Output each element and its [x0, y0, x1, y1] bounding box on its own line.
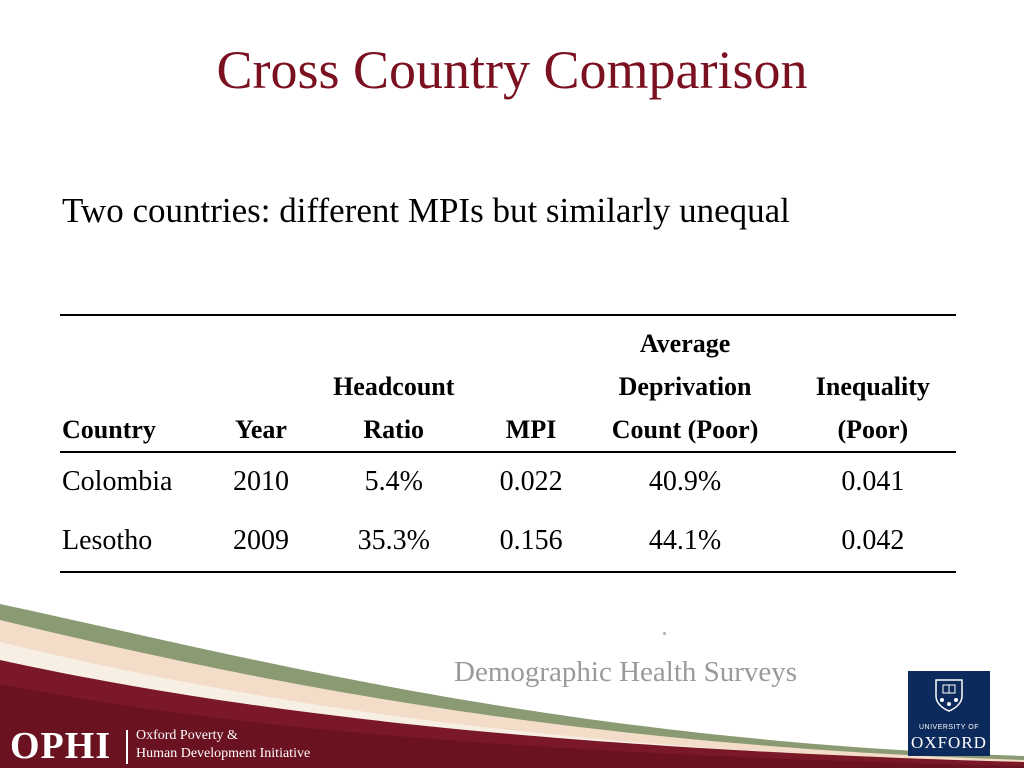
header-average-deprivation: Average Deprivation Count (Poor)	[611, 329, 759, 444]
cell-country: Lesotho	[62, 525, 153, 556]
header-inequality: Inequality (Poor)	[815, 372, 930, 444]
table-header-row: Country Year Headcount Ratio MPI Average D…	[60, 315, 956, 452]
header-country: Country	[62, 415, 156, 444]
org-name-line-1: Oxford Poverty &	[136, 728, 238, 743]
cell-year: 2010	[233, 466, 289, 497]
ophi-organisation-name: Oxford Poverty & Human Development Initi…	[136, 727, 310, 763]
ophi-logo: OPHI	[10, 725, 112, 767]
decorative-dot	[663, 632, 666, 635]
header-headcount-ratio: Headcount Ratio	[333, 372, 455, 444]
cell-average-deprivation: 44.1%	[648, 525, 722, 556]
slide-subtitle: Two countries: different MPIs but simila…	[62, 191, 790, 230]
cell-inequality: 0.041	[841, 466, 905, 497]
footer-swoosh-graphic	[0, 604, 1024, 768]
slide-title: Cross Country Comparison	[216, 40, 808, 100]
source-caption: Demographic Health Surveys	[454, 656, 798, 688]
university-of-label: UNIVERSITY OF	[918, 724, 980, 731]
cell-mpi: 0.022	[499, 466, 563, 497]
logo-divider	[126, 730, 128, 764]
header-year: Year	[235, 415, 287, 444]
header-mpi: MPI	[505, 415, 557, 444]
cell-average-deprivation: 40.9%	[648, 466, 722, 497]
oxford-label: OXFORD	[911, 733, 987, 752]
cell-mpi: 0.156	[499, 525, 563, 556]
cell-headcount-ratio: 35.3%	[357, 525, 430, 556]
comparison-table: Country Year Headcount Ratio MPI Average D…	[60, 314, 956, 573]
org-name-line-2: Human Development Initiative	[136, 746, 311, 761]
oxford-crest-icon	[935, 679, 963, 712]
cell-headcount-ratio: 5.4%	[364, 466, 423, 497]
cell-inequality: 0.042	[841, 525, 905, 556]
cell-country: Colombia	[62, 466, 173, 497]
table-row: Lesotho 2009 35.3% 0.156 44.1% 0.042	[60, 512, 956, 572]
cell-year: 2009	[233, 525, 289, 556]
table-row: Colombia 2010 5.4% 0.022 40.9% 0.041	[60, 452, 956, 512]
oxford-university-logo: UNIVERSITY OF OXFORD	[908, 671, 990, 756]
